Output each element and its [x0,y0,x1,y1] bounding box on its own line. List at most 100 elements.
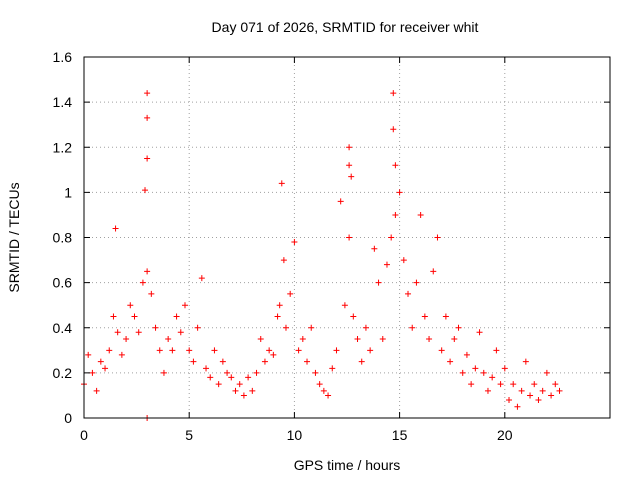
data-point [354,336,361,343]
y-tick-label: 1.2 [53,139,73,155]
data-point [308,324,315,331]
data-point [131,313,138,320]
data-point [396,189,403,196]
data-point [371,245,378,252]
data-point [489,374,496,381]
data-point [276,302,283,309]
data-point [400,257,407,264]
y-tick-label: 1.6 [53,49,73,65]
data-point [85,351,92,358]
data-point [468,381,475,388]
x-axis-label: GPS time / hours [294,457,401,473]
data-point [270,351,277,358]
points-layer [81,90,563,421]
data-point [388,234,395,241]
x-tick-label: 0 [80,427,88,443]
data-point [510,381,517,388]
data-point [135,329,142,336]
data-point [144,268,151,275]
data-point [348,173,355,180]
data-point [350,313,357,320]
data-point [346,234,353,241]
data-point [497,381,504,388]
data-point [219,358,226,365]
y-tick-label: 0.4 [53,320,73,336]
data-point [165,336,172,343]
data-point [535,396,542,403]
data-point [325,392,332,399]
data-point [312,369,319,376]
data-point [451,336,458,343]
data-point [518,387,525,394]
data-point [405,290,412,297]
data-point [228,374,235,381]
data-point [106,347,113,354]
y-axis-label: SRMTID / TECUs [6,182,22,292]
y-tick-label: 0.2 [53,365,73,381]
data-point [207,374,214,381]
data-point [245,374,252,381]
data-point [261,358,268,365]
data-point [118,351,125,358]
data-point [390,126,397,133]
data-point [144,90,151,97]
data-point [190,358,197,365]
data-point [337,198,344,205]
data-point [556,387,563,394]
data-point [198,275,205,282]
data-point [362,324,369,331]
data-point [531,381,538,388]
data-point [144,114,151,121]
data-point [280,257,287,264]
data-point [447,358,454,365]
data-point [472,365,479,372]
data-point [127,302,134,309]
data-point [501,365,508,372]
data-point [438,347,445,354]
data-point [144,155,151,162]
data-point [97,358,104,365]
data-point [215,381,222,388]
data-point [417,211,424,218]
data-point [346,162,353,169]
data-point [236,381,243,388]
data-point [480,369,487,376]
y-tick-label: 1.4 [53,94,73,110]
data-point [375,279,382,286]
chart-title: Day 071 of 2026, SRMTID for receiver whi… [212,19,479,35]
data-point [346,144,353,151]
data-point [89,369,96,376]
y-tick-label: 0.6 [53,275,73,291]
data-point [160,369,167,376]
data-point [434,234,441,241]
data-point [148,290,155,297]
data-point [249,387,256,394]
x-tick-label: 20 [497,427,513,443]
data-point [316,381,323,388]
data-point [476,329,483,336]
data-point [203,365,210,372]
data-point [320,387,327,394]
data-point [455,324,462,331]
data-point [358,358,365,365]
data-point [421,313,428,320]
x-tick-label: 10 [287,427,303,443]
data-point [493,347,500,354]
data-point [522,358,529,365]
data-point [295,347,302,354]
ticks-layer: 0 5 10 15 20 0 0.2 0.4 0.6 0.8 1 1.2 1.4 1.6 [53,49,610,443]
data-point [299,336,306,343]
data-point [274,313,281,320]
data-point [257,336,264,343]
data-point [169,347,176,354]
data-point [329,365,336,372]
data-point [173,313,180,320]
data-point [484,387,491,394]
data-point [177,329,184,336]
data-point [548,392,555,399]
data-point [114,329,121,336]
data-point [506,396,513,403]
data-point [527,392,534,399]
